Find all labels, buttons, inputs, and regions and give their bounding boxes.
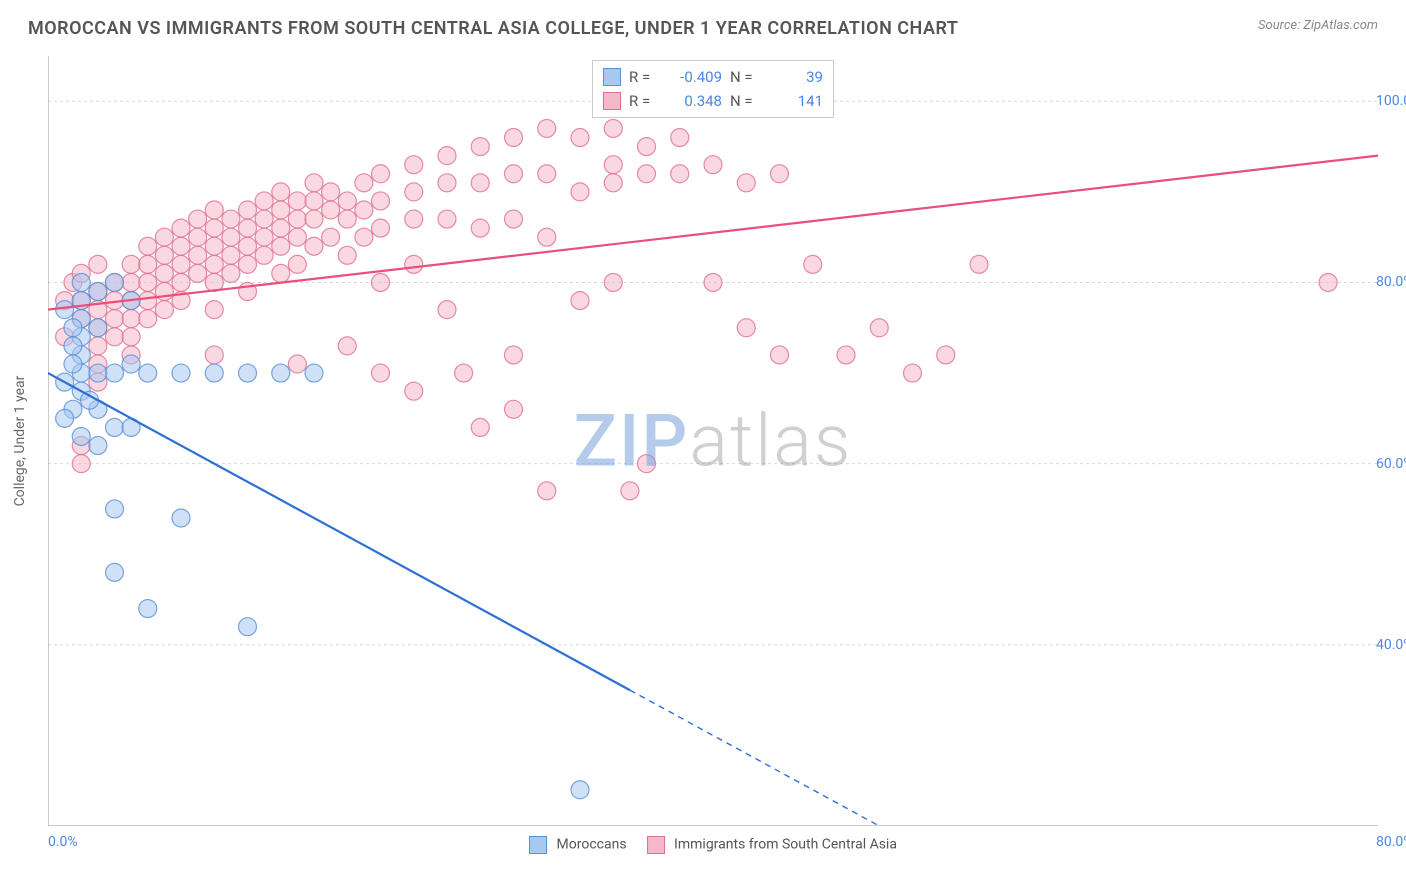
n-label: N = (730, 89, 760, 113)
legend-item-immigrants: Immigrants from South Central Asia (647, 836, 897, 854)
legend-row-immigrants: R = 0.348 N = 141 (603, 89, 823, 113)
n-label: N = (730, 65, 760, 89)
y-tick-label: 100.0% (1376, 93, 1406, 109)
y-tick-label: 40.0% (1376, 637, 1406, 653)
series-legend: Moroccans Immigrants from South Central … (529, 836, 897, 854)
y-tick-label: 80.0% (1376, 274, 1406, 290)
x-tick-label-max: 80.0% (1376, 834, 1406, 850)
legend-swatch-immigrants (647, 836, 665, 854)
legend-item-moroccans: Moroccans (529, 836, 627, 854)
r-label: R = (629, 65, 659, 89)
legend-swatch-moroccans (603, 68, 621, 86)
y-tick-label: 60.0% (1376, 456, 1406, 472)
legend-label-moroccans: Moroccans (557, 837, 627, 853)
r-value-moroccans: -0.409 (667, 65, 722, 89)
scatter-plot (48, 56, 1378, 826)
x-tick-label-min: 0.0% (48, 834, 78, 850)
y-axis-label: College, Under 1 year (12, 376, 28, 507)
source-label: Source: ZipAtlas.com (1258, 18, 1378, 33)
chart-area: College, Under 1 year ZIPatlas R = -0.40… (48, 56, 1378, 826)
legend-swatch-moroccans (529, 836, 547, 854)
legend-row-moroccans: R = -0.409 N = 39 (603, 65, 823, 89)
n-value-immigrants: 141 (768, 89, 823, 113)
legend-swatch-immigrants (603, 92, 621, 110)
legend-label-immigrants: Immigrants from South Central Asia (674, 837, 897, 853)
correlation-legend: R = -0.409 N = 39 R = 0.348 N = 141 (592, 60, 834, 118)
chart-title: MOROCCAN VS IMMIGRANTS FROM SOUTH CENTRA… (28, 18, 958, 39)
r-label: R = (629, 89, 659, 113)
r-value-immigrants: 0.348 (667, 89, 722, 113)
header: MOROCCAN VS IMMIGRANTS FROM SOUTH CENTRA… (0, 0, 1406, 47)
n-value-moroccans: 39 (768, 65, 823, 89)
